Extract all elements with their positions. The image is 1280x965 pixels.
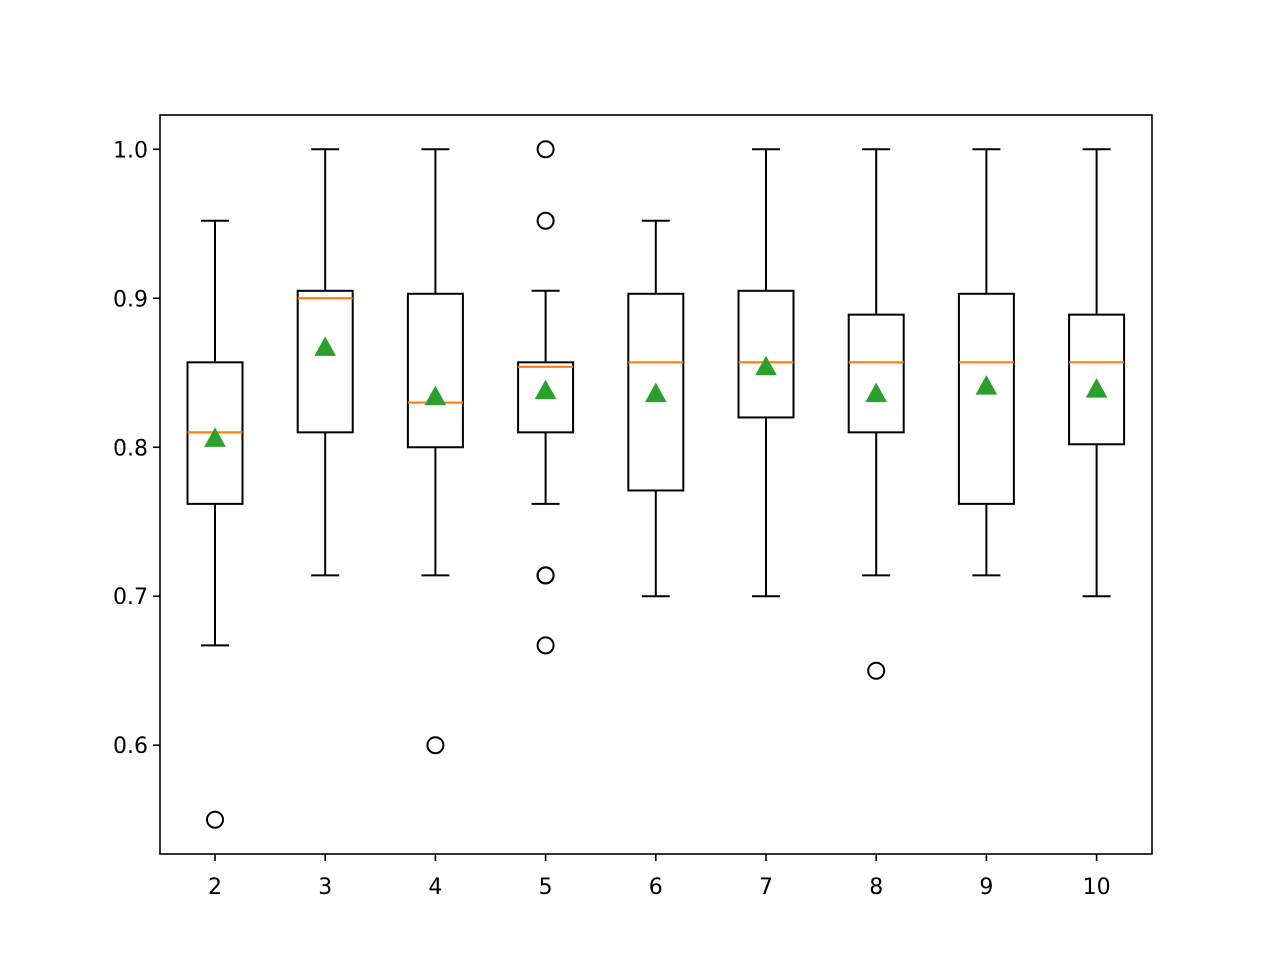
y-tick-label: 0.6 bbox=[113, 734, 148, 759]
x-tick-label: 10 bbox=[1083, 875, 1111, 900]
box-group-10 bbox=[1068, 148, 1126, 598]
x-tick-label: 7 bbox=[759, 875, 773, 900]
x-tick-label: 4 bbox=[428, 875, 442, 900]
mean-marker bbox=[755, 355, 777, 376]
x-tick-label: 5 bbox=[539, 875, 553, 900]
flier-point bbox=[867, 661, 886, 680]
mean-marker bbox=[314, 336, 337, 356]
box-group-8 bbox=[847, 148, 905, 680]
x-tick-label: 2 bbox=[208, 875, 222, 900]
y-tick-label: 1.0 bbox=[113, 138, 148, 163]
box-iqr bbox=[957, 292, 1015, 505]
x-axis: 2 3 4 5 6 7 8 9 10 bbox=[208, 854, 1111, 900]
boxes-layer bbox=[186, 140, 1126, 829]
box-iqr bbox=[737, 289, 795, 419]
y-tick-label: 0.7 bbox=[113, 585, 148, 610]
flier-point bbox=[536, 211, 555, 230]
flier-point bbox=[536, 140, 555, 159]
box-group-2 bbox=[186, 219, 244, 829]
box-iqr bbox=[406, 292, 464, 449]
mean-marker bbox=[865, 382, 888, 403]
x-tick-label: 3 bbox=[318, 875, 332, 900]
x-tick-label: 6 bbox=[649, 875, 663, 900]
x-tick-label: 8 bbox=[869, 875, 883, 900]
box-group-5 bbox=[517, 140, 575, 655]
flier-point bbox=[536, 636, 555, 655]
box-iqr bbox=[1068, 313, 1126, 446]
mean-marker bbox=[424, 385, 447, 406]
flier-point bbox=[206, 810, 224, 829]
y-tick-label: 0.9 bbox=[113, 287, 148, 312]
box-group-9 bbox=[957, 148, 1015, 577]
box-group-7 bbox=[737, 148, 795, 598]
box-group-4 bbox=[406, 148, 464, 755]
y-axis: 0.6 0.7 0.8 0.9 1.0 bbox=[113, 138, 160, 759]
mean-marker bbox=[204, 427, 226, 447]
mean-marker bbox=[644, 382, 667, 403]
x-tick-label: 9 bbox=[979, 875, 993, 900]
flier-point bbox=[426, 736, 445, 755]
box-iqr bbox=[517, 361, 575, 434]
y-tick-label: 0.8 bbox=[113, 436, 148, 461]
box-iqr bbox=[847, 313, 905, 434]
flier-point bbox=[536, 566, 555, 585]
box-iqr bbox=[296, 289, 354, 434]
mean-marker bbox=[975, 375, 998, 395]
mean-marker bbox=[534, 379, 557, 400]
box-group-3 bbox=[296, 148, 354, 577]
mean-marker bbox=[1085, 378, 1108, 398]
box-group-6 bbox=[627, 219, 685, 598]
box-iqr bbox=[627, 292, 685, 492]
